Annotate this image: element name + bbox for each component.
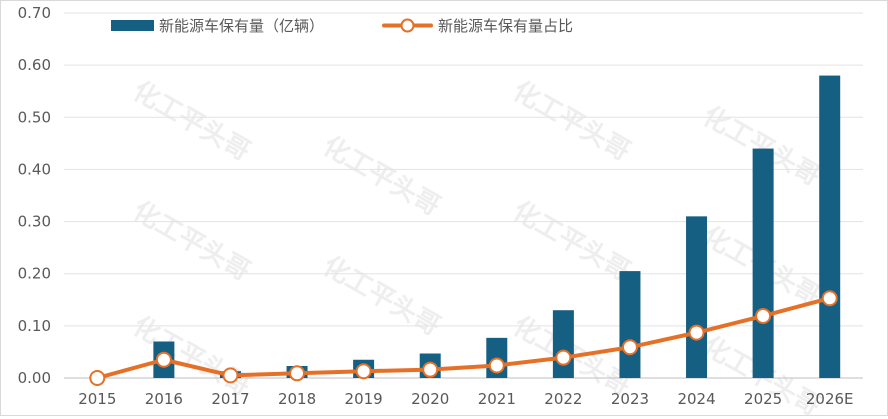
- x-tick-label: 2023: [611, 390, 649, 408]
- bar: [686, 216, 708, 378]
- line-point: [821, 290, 838, 307]
- legend-bar-swatch: [111, 20, 154, 31]
- x-tick-label: 2024: [677, 390, 715, 408]
- line-point: [688, 324, 705, 341]
- watermark-text: 化工平头哥: [128, 76, 256, 167]
- x-axis-ticks: 2015 2016 2017 2018 2019 2020 2021 2022 2023 2024…: [78, 390, 853, 408]
- y-tick-label: 0.50: [18, 108, 51, 126]
- x-tick-label: 2026E: [806, 390, 854, 408]
- y-tick-label: 0.70: [18, 4, 51, 22]
- legend-bar-label: 新能源车保有量（亿辆）: [159, 17, 324, 35]
- line-point: [289, 365, 306, 382]
- x-tick-label: 2022: [544, 390, 582, 408]
- x-tick-label: 2025: [744, 390, 782, 408]
- y-tick-label: 0.00: [18, 369, 51, 387]
- legend-line-marker: [400, 18, 415, 33]
- line-series: [89, 290, 838, 386]
- watermark-text: 化工平头哥: [318, 251, 446, 342]
- watermark-text: 化工平头哥: [508, 76, 636, 167]
- legend: 新能源车保有量（亿辆） 新能源车保有量占比: [111, 17, 573, 35]
- legend-line-label: 新能源车保有量占比: [438, 17, 573, 35]
- line-point: [621, 339, 638, 356]
- line-point: [155, 351, 172, 368]
- y-tick-label: 0.20: [18, 265, 51, 283]
- line-point: [222, 367, 239, 384]
- watermark-text: 化工平头哥: [318, 131, 446, 222]
- bar: [819, 75, 841, 379]
- x-tick-label: 2018: [278, 390, 316, 408]
- x-tick-label: 2017: [211, 390, 249, 408]
- y-tick-label: 0.40: [18, 160, 51, 178]
- line-point: [422, 361, 439, 378]
- x-tick-label: 2016: [145, 390, 183, 408]
- line-point: [555, 349, 572, 366]
- x-tick-label: 2019: [345, 390, 383, 408]
- y-tick-label: 0.10: [18, 317, 51, 335]
- line-point: [355, 363, 372, 380]
- line-path: [95, 296, 832, 380]
- x-tick-label: 2021: [478, 390, 516, 408]
- x-tick-label: 2015: [78, 390, 116, 408]
- y-axis-ticks: 0.00 0.10 0.20 0.30 0.40 0.50 0.60 0.70: [18, 4, 51, 387]
- bar: [552, 310, 574, 378]
- bar: [752, 148, 774, 378]
- y-tick-label: 0.60: [18, 56, 51, 74]
- line-point: [755, 307, 772, 324]
- gridlines: [64, 12, 863, 379]
- y-tick-label: 0.30: [18, 213, 51, 231]
- bar: [619, 271, 641, 378]
- line-point: [488, 357, 505, 374]
- line-point: [89, 370, 106, 386]
- x-tick-label: 2020: [411, 390, 449, 408]
- watermark-text: 化工平头哥: [128, 311, 256, 402]
